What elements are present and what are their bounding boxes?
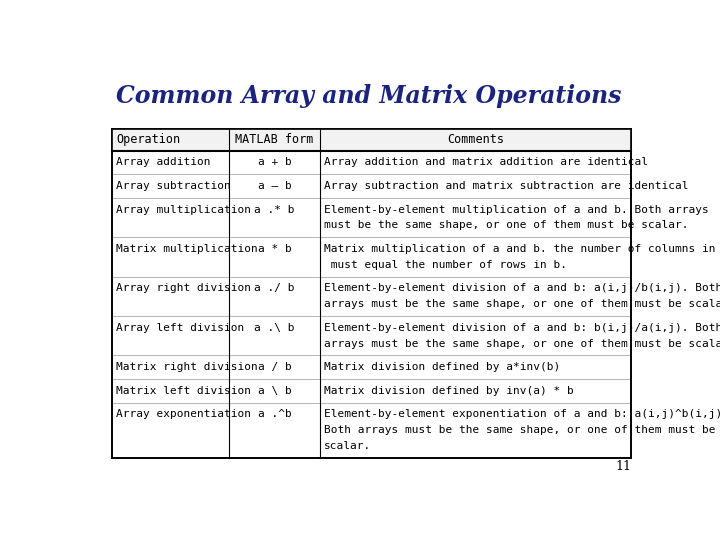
Text: must be the same shape, or one of them must be scalar.: must be the same shape, or one of them m… xyxy=(324,220,688,231)
Text: Array subtraction and matrix subtraction are identical: Array subtraction and matrix subtraction… xyxy=(324,181,688,191)
Text: Array multiplication: Array multiplication xyxy=(116,205,251,214)
Text: Matrix division defined by inv(a) * b: Matrix division defined by inv(a) * b xyxy=(324,386,574,396)
Text: Element-by-element division of a and b: a(i,j)/b(i,j). Both: Element-by-element division of a and b: … xyxy=(324,284,720,293)
Text: arrays must be the same shape, or one of them must be scalar: arrays must be the same shape, or one of… xyxy=(324,339,720,348)
Text: a .^b: a .^b xyxy=(258,409,292,420)
Text: a ./ b: a ./ b xyxy=(254,284,294,293)
Text: a \ b: a \ b xyxy=(258,386,292,396)
Text: a / b: a / b xyxy=(258,362,292,372)
Text: a – b: a – b xyxy=(258,181,292,191)
Text: a .\ b: a .\ b xyxy=(254,323,294,333)
Bar xyxy=(112,129,631,151)
Text: Both arrays must be the same shape, or one of them must be a: Both arrays must be the same shape, or o… xyxy=(324,425,720,435)
Text: Matrix left division: Matrix left division xyxy=(116,386,251,396)
Text: a .* b: a .* b xyxy=(254,205,294,214)
Text: Matrix multiplication: Matrix multiplication xyxy=(116,244,258,254)
Text: Element-by-element exponentiation of a and b: a(i,j)^b(i,j): Element-by-element exponentiation of a a… xyxy=(324,409,720,420)
Text: Array addition: Array addition xyxy=(116,157,211,167)
Text: arrays must be the same shape, or one of them must be scalar.: arrays must be the same shape, or one of… xyxy=(324,299,720,309)
Text: must equal the number of rows in b.: must equal the number of rows in b. xyxy=(324,260,567,270)
Text: Element-by-element division of a and b: b(i,j)/a(i,j). Both: Element-by-element division of a and b: … xyxy=(324,323,720,333)
Text: Common Array and Matrix Operations: Common Array and Matrix Operations xyxy=(117,84,621,107)
Text: Matrix right division: Matrix right division xyxy=(116,362,258,372)
Text: Matrix multiplication of a and b. the number of columns in a: Matrix multiplication of a and b. the nu… xyxy=(324,244,720,254)
Text: MATLAB form: MATLAB form xyxy=(235,133,314,146)
Text: Operation: Operation xyxy=(116,133,180,146)
Text: Array subtraction: Array subtraction xyxy=(116,181,231,191)
Text: scalar.: scalar. xyxy=(324,441,371,451)
Text: Matrix division defined by a*inv(b): Matrix division defined by a*inv(b) xyxy=(324,362,560,372)
Text: Comments: Comments xyxy=(447,133,504,146)
Text: Array left division: Array left division xyxy=(116,323,245,333)
Text: Array right division: Array right division xyxy=(116,284,251,293)
Text: Array exponentiation: Array exponentiation xyxy=(116,409,251,420)
Text: a + b: a + b xyxy=(258,157,292,167)
Text: a * b: a * b xyxy=(258,244,292,254)
Text: 11: 11 xyxy=(616,460,631,473)
Text: Array addition and matrix addition are identical: Array addition and matrix addition are i… xyxy=(324,157,648,167)
Text: Element-by-element multiplication of a and b. Both arrays: Element-by-element multiplication of a a… xyxy=(324,205,708,214)
